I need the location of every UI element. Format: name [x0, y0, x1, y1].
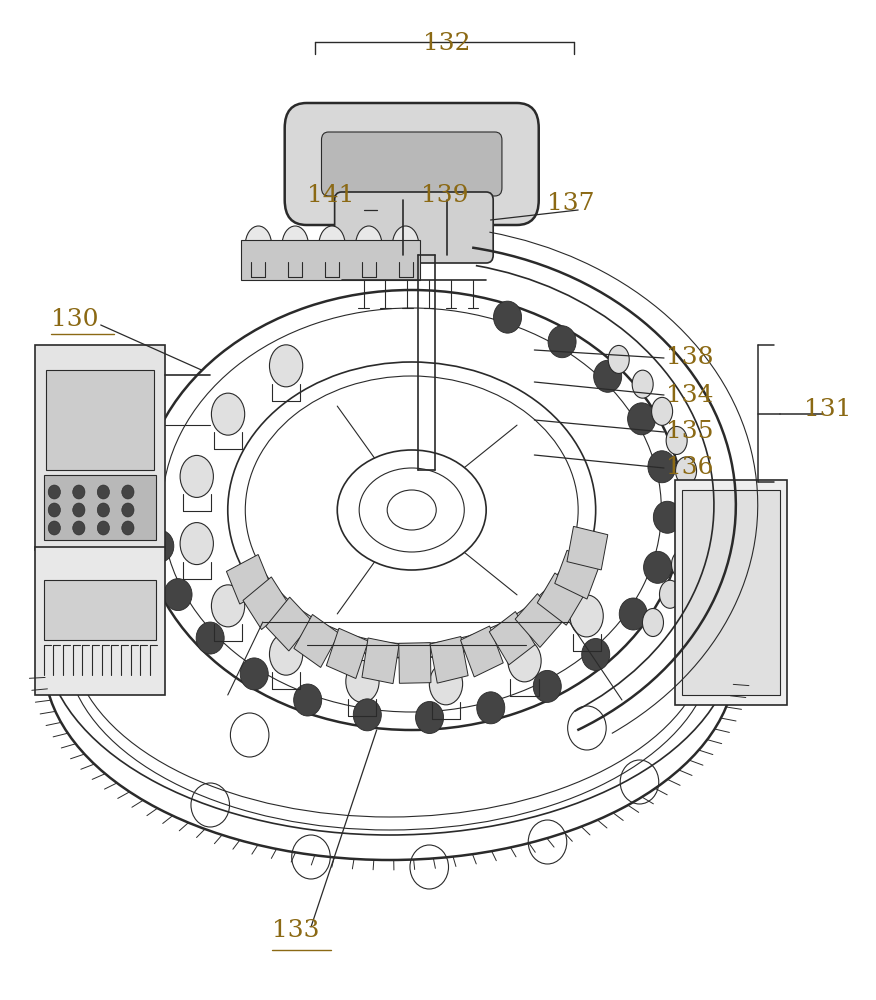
Circle shape	[145, 530, 173, 562]
Circle shape	[240, 658, 268, 690]
Circle shape	[582, 638, 610, 670]
FancyBboxPatch shape	[44, 580, 156, 640]
Text: 137: 137	[548, 192, 595, 215]
Ellipse shape	[245, 226, 272, 264]
Ellipse shape	[211, 393, 244, 435]
Ellipse shape	[356, 226, 382, 264]
Circle shape	[73, 503, 85, 517]
Ellipse shape	[652, 397, 673, 425]
Bar	[327, 628, 369, 678]
Text: 141: 141	[307, 184, 355, 207]
FancyBboxPatch shape	[321, 132, 502, 196]
Circle shape	[648, 451, 676, 483]
Circle shape	[48, 503, 60, 517]
Text: 133: 133	[272, 919, 319, 942]
FancyBboxPatch shape	[241, 240, 420, 280]
Circle shape	[48, 485, 60, 499]
Circle shape	[493, 301, 521, 333]
Circle shape	[164, 579, 192, 611]
Bar	[555, 550, 599, 599]
FancyBboxPatch shape	[285, 103, 539, 225]
Circle shape	[196, 622, 224, 654]
Circle shape	[533, 670, 562, 702]
Circle shape	[653, 501, 682, 533]
Circle shape	[122, 503, 134, 517]
Circle shape	[73, 485, 85, 499]
Ellipse shape	[319, 226, 345, 264]
Ellipse shape	[270, 345, 303, 387]
Ellipse shape	[678, 520, 699, 548]
Ellipse shape	[608, 345, 629, 373]
Circle shape	[97, 503, 110, 517]
Circle shape	[619, 598, 647, 630]
Ellipse shape	[429, 663, 463, 705]
Ellipse shape	[211, 585, 244, 627]
Bar	[294, 614, 339, 667]
Bar	[399, 643, 431, 683]
Circle shape	[122, 521, 134, 535]
Bar	[567, 526, 608, 570]
Ellipse shape	[180, 455, 214, 497]
Circle shape	[477, 692, 505, 724]
Bar	[461, 626, 503, 677]
Text: 132: 132	[423, 32, 470, 55]
Text: 138: 138	[666, 347, 713, 369]
Circle shape	[97, 521, 110, 535]
Circle shape	[122, 485, 134, 499]
Ellipse shape	[180, 523, 214, 565]
Ellipse shape	[346, 660, 379, 702]
Circle shape	[97, 485, 110, 499]
Circle shape	[627, 403, 655, 435]
Circle shape	[548, 326, 576, 358]
Bar	[490, 612, 535, 665]
Bar	[537, 573, 584, 625]
Bar	[515, 594, 562, 647]
Ellipse shape	[675, 457, 696, 485]
FancyBboxPatch shape	[35, 345, 165, 550]
Bar	[430, 637, 468, 683]
Circle shape	[353, 699, 381, 731]
FancyBboxPatch shape	[675, 480, 787, 705]
FancyBboxPatch shape	[46, 370, 154, 470]
Ellipse shape	[632, 370, 653, 398]
Circle shape	[594, 360, 622, 392]
Ellipse shape	[282, 226, 308, 264]
Ellipse shape	[508, 640, 541, 682]
FancyBboxPatch shape	[335, 192, 493, 263]
Circle shape	[73, 521, 85, 535]
Bar	[226, 555, 272, 604]
Text: 135: 135	[666, 420, 713, 444]
Ellipse shape	[270, 633, 303, 675]
Ellipse shape	[672, 550, 693, 578]
Text: 131: 131	[804, 398, 851, 422]
Bar	[243, 577, 290, 630]
Circle shape	[644, 551, 672, 583]
Circle shape	[415, 701, 443, 733]
Ellipse shape	[680, 488, 701, 516]
Text: 134: 134	[666, 383, 713, 406]
Ellipse shape	[392, 226, 419, 264]
FancyBboxPatch shape	[35, 547, 165, 695]
Text: 130: 130	[51, 308, 98, 332]
Text: 136: 136	[666, 456, 713, 480]
Bar	[265, 597, 313, 651]
Ellipse shape	[570, 595, 604, 637]
Ellipse shape	[642, 608, 663, 637]
FancyBboxPatch shape	[44, 475, 156, 540]
Text: 139: 139	[421, 184, 469, 207]
Ellipse shape	[660, 580, 681, 608]
Circle shape	[48, 521, 60, 535]
Bar	[362, 638, 399, 684]
Circle shape	[293, 684, 321, 716]
Ellipse shape	[666, 426, 687, 454]
FancyBboxPatch shape	[682, 490, 780, 695]
